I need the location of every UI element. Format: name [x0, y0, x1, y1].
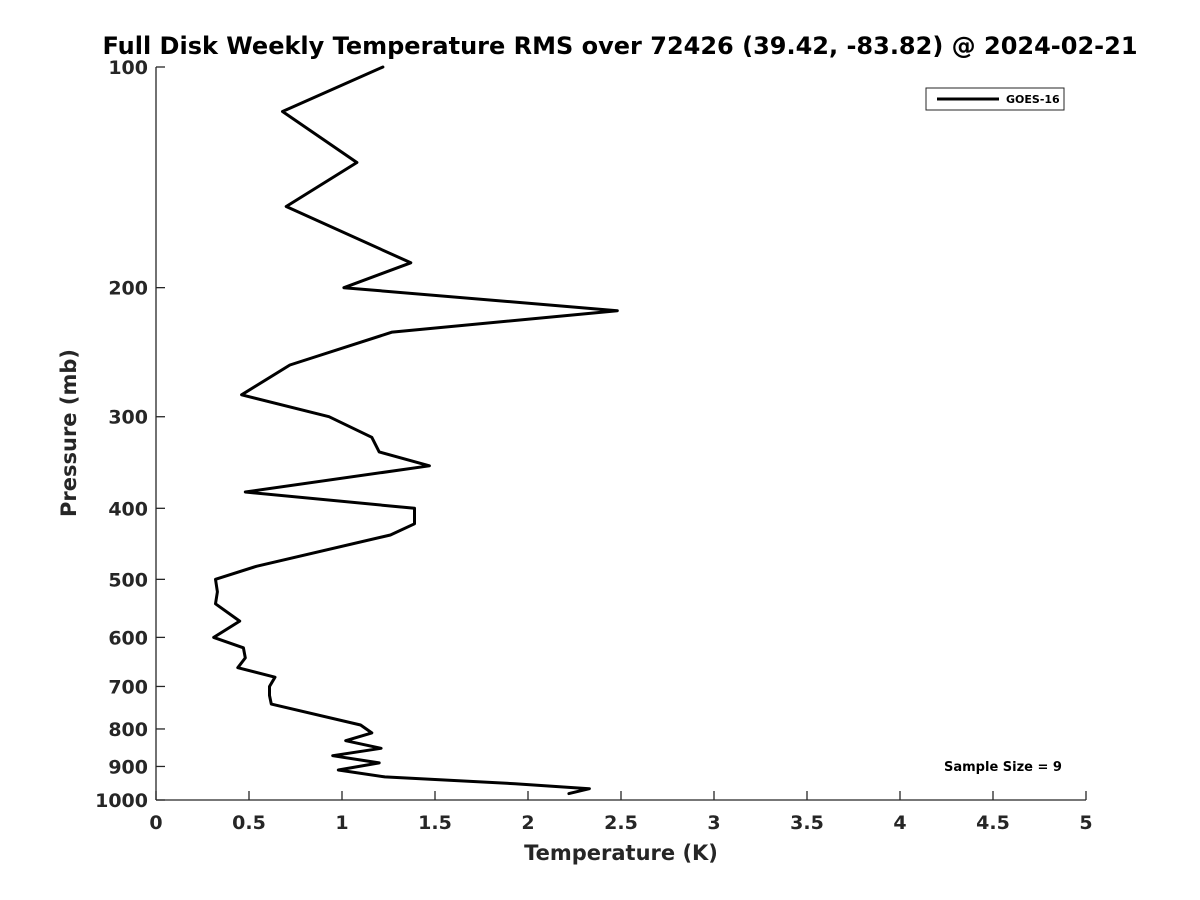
y-tick-label: 500	[108, 569, 148, 591]
x-tick-label: 3	[707, 812, 720, 834]
axes	[155, 67, 1086, 801]
y-tick-label: 200	[108, 278, 148, 300]
y-tick-label: 400	[108, 498, 148, 520]
y-tick-label: 100	[108, 57, 148, 79]
legend-label: GOES-16	[1006, 93, 1060, 106]
x-tick-label: 2	[521, 812, 534, 834]
x-tick-label: 0	[149, 812, 162, 834]
x-tick-label: 1.5	[418, 812, 452, 834]
x-tick-label: 3.5	[790, 812, 824, 834]
x-tick-label: 2.5	[604, 812, 638, 834]
y-tick-label: 700	[108, 676, 148, 698]
sample-size-annotation: Sample Size = 9	[944, 760, 1062, 775]
y-tick-label: 1000	[95, 790, 148, 812]
x-tick-label: 1	[335, 812, 348, 834]
y-axis-label: Pressure (mb)	[57, 349, 81, 517]
y-tick-label: 600	[108, 627, 148, 649]
y-tick-label: 900	[108, 756, 148, 778]
y-tick-label: 800	[108, 719, 148, 741]
x-tick-label: 5	[1079, 812, 1092, 834]
y-ticks: 100 200 300 400 500 600 700 800 900 1000	[95, 57, 165, 812]
x-tick-label: 4.5	[976, 812, 1010, 834]
legend: GOES-16	[925, 87, 1065, 111]
series-line-goes-16	[212, 65, 619, 796]
x-tick-label: 4	[893, 812, 906, 834]
x-axis-label: Temperature (K)	[524, 841, 718, 865]
x-tick-label: 0.5	[232, 812, 266, 834]
x-ticks: 0 0.5 1 1.5 2 2.5 3 3.5 4 4.5 5	[149, 791, 1093, 834]
chart-title: Full Disk Weekly Temperature RMS over 72…	[102, 32, 1137, 60]
y-tick-label: 300	[108, 407, 148, 429]
